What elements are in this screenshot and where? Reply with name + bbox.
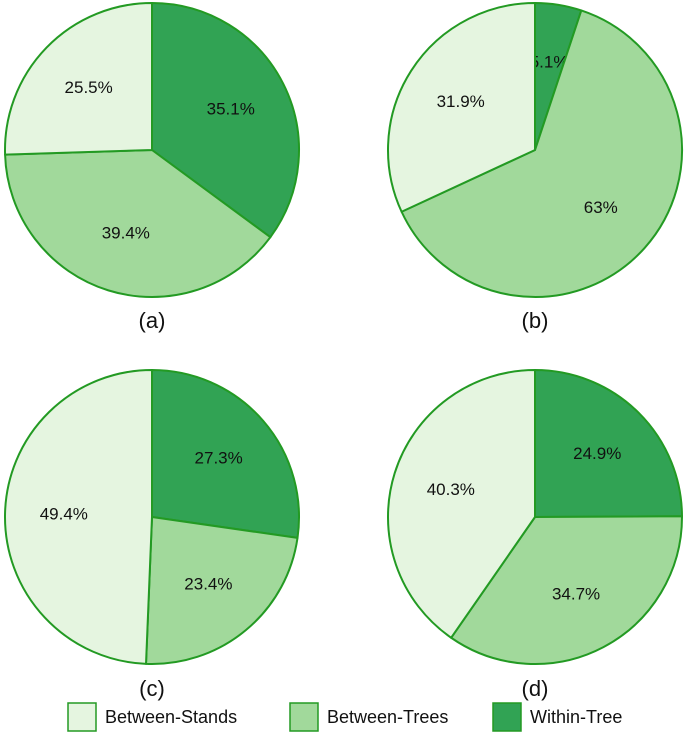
pie-slice — [151, 369, 300, 539]
slice-label: 34.7% — [552, 585, 600, 604]
slice-label: 40.3% — [427, 480, 475, 499]
slice-label: 27.3% — [195, 449, 243, 468]
pie-slice — [4, 2, 153, 156]
pie-slice — [387, 369, 536, 639]
legend-swatch — [492, 702, 522, 732]
slice-label: 25.5% — [65, 78, 113, 97]
chart-title: (b) — [522, 308, 549, 333]
legend-swatch — [67, 702, 97, 732]
legend-label: Between-Trees — [327, 707, 448, 727]
pie-slice — [151, 2, 300, 239]
legend-swatch — [289, 702, 319, 732]
legend-label: Between-Stands — [105, 707, 237, 727]
slice-label: 63% — [584, 198, 618, 217]
slice-label: 23.4% — [184, 574, 232, 593]
slice-label: 5.1% — [530, 52, 569, 71]
pie-slice — [534, 369, 683, 518]
pie-slice — [400, 9, 683, 298]
legend-label: Within-Tree — [530, 707, 622, 727]
pie-slice — [4, 149, 272, 298]
slice-label: 31.9% — [437, 92, 485, 111]
chart-title: (a) — [139, 308, 166, 333]
chart-title: (d) — [522, 676, 549, 701]
slice-label: 39.4% — [102, 224, 150, 243]
chart-title: (c) — [139, 676, 165, 701]
slice-label: 24.9% — [573, 444, 621, 463]
pie-slice — [145, 516, 299, 665]
slice-label: 35.1% — [207, 100, 255, 119]
pie-slice — [450, 515, 683, 665]
slice-label: 49.4% — [40, 505, 88, 524]
pie-slice — [387, 2, 536, 213]
pie-slice — [4, 369, 153, 665]
